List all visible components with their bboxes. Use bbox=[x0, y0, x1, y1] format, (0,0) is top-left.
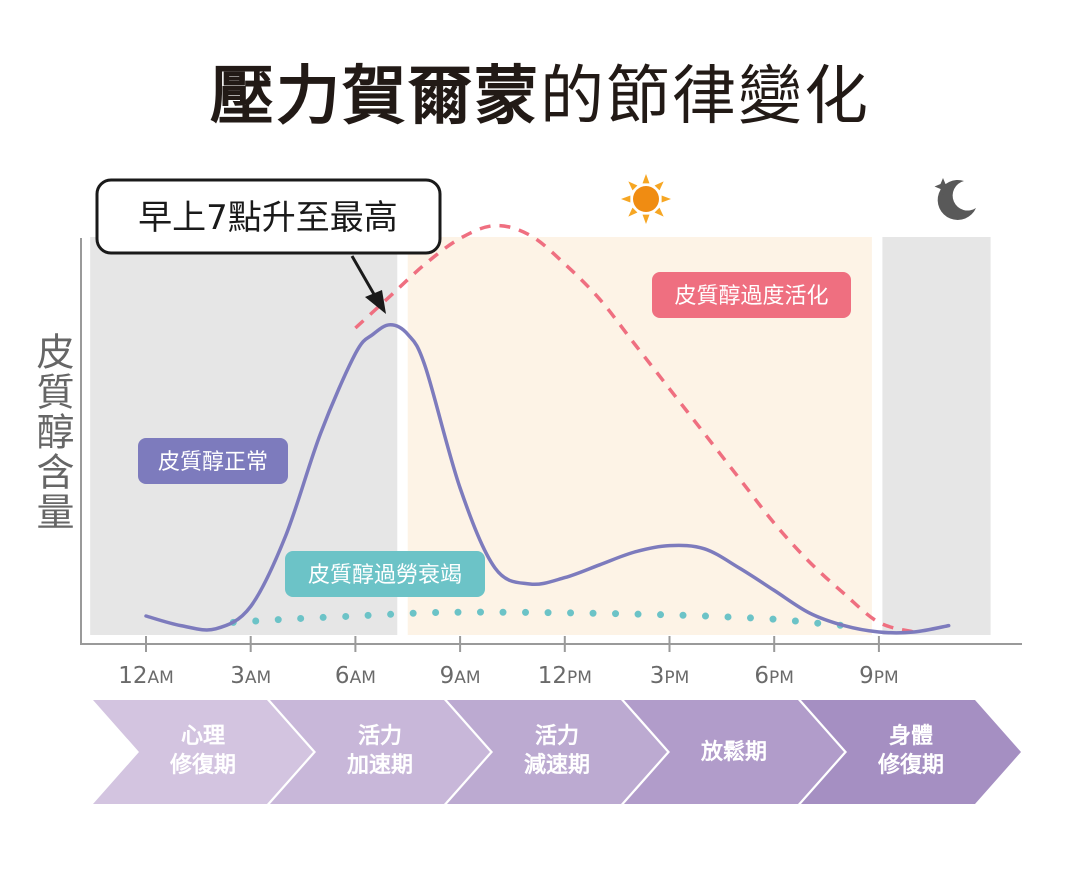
series-line-2 bbox=[229, 608, 848, 630]
sun-ray-1 bbox=[654, 207, 664, 217]
series-label-text-1: 皮質醇過度活化 bbox=[674, 284, 828, 309]
phase-label-4: 身體修復期 bbox=[877, 723, 944, 778]
moon-star-icon bbox=[934, 178, 976, 220]
x-tick-label-5: 3PM bbox=[650, 663, 690, 689]
sun-ray-4 bbox=[621, 195, 631, 203]
sun-ray-6 bbox=[642, 174, 650, 184]
series-label-pill-2 bbox=[285, 551, 485, 597]
series-lines bbox=[144, 223, 951, 635]
sun-ray-3 bbox=[628, 207, 638, 217]
sun-ray-0 bbox=[661, 195, 671, 203]
y-axis-label: 皮質醇含量 bbox=[30, 332, 74, 532]
title-light: 的節律變化 bbox=[540, 60, 870, 134]
shade-night-2 bbox=[882, 237, 991, 635]
sun-ray-5 bbox=[628, 181, 638, 191]
callout: 早上7點升至最高 bbox=[95, 178, 442, 314]
series-label-pill-0 bbox=[138, 438, 288, 484]
sun-ray-2 bbox=[642, 214, 650, 224]
x-tick-label-3: 9AM bbox=[440, 663, 481, 689]
x-tick-label-4: 12PM bbox=[538, 663, 592, 689]
callout-text: 早上7點升至最高 bbox=[138, 198, 398, 238]
x-tick-label-0: 12AM bbox=[118, 663, 174, 689]
sun-ray-7 bbox=[654, 181, 664, 191]
callout-arrow-line bbox=[350, 255, 377, 297]
title-bold: 壓力賀爾蒙 bbox=[210, 60, 540, 134]
callout-arrow-head bbox=[365, 290, 386, 314]
moon-star bbox=[934, 178, 952, 195]
series-label-pill-1 bbox=[652, 272, 851, 318]
x-tick-label-6: 6PM bbox=[754, 663, 794, 689]
x-tick-label-1: 3AM bbox=[230, 663, 271, 689]
shaded-regions bbox=[90, 237, 991, 635]
phase-label-2: 活力減速期 bbox=[524, 724, 590, 778]
phase-chevron-3 bbox=[624, 700, 844, 804]
phase-label-0: 心理修復期 bbox=[169, 724, 236, 778]
sun-icon bbox=[621, 174, 671, 224]
axes: 12AM 3AM 6AM 9AM 12PM 3PM 6PM 9PM bbox=[80, 238, 1022, 689]
phase-chevron-1 bbox=[270, 700, 490, 804]
sun-disc bbox=[633, 186, 659, 212]
series-label-text-2: 皮質醇過勞衰竭 bbox=[308, 563, 462, 588]
phase-label-1: 活力加速期 bbox=[346, 724, 413, 778]
chart-title: 壓力賀爾蒙的節律變化 bbox=[0, 52, 1080, 142]
phase-label-3: 放鬆期 bbox=[700, 739, 767, 765]
phase-bar: 心理修復期 活力加速期 活力減速期 放鬆期 身體修復期 bbox=[93, 700, 1021, 804]
callout-box bbox=[95, 178, 442, 255]
series-label-text-0: 皮質醇正常 bbox=[158, 450, 268, 475]
moon-crescent bbox=[937, 179, 976, 220]
x-tick-label-2: 6AM bbox=[335, 663, 376, 689]
series-line-0 bbox=[144, 323, 951, 635]
series-line-1 bbox=[354, 223, 915, 634]
phase-chevron-2 bbox=[447, 700, 667, 804]
phase-chevron-0 bbox=[93, 700, 313, 804]
icons bbox=[621, 174, 976, 224]
x-tick-label-7: 9PM bbox=[859, 663, 899, 689]
phase-chevron-4 bbox=[801, 700, 1021, 804]
